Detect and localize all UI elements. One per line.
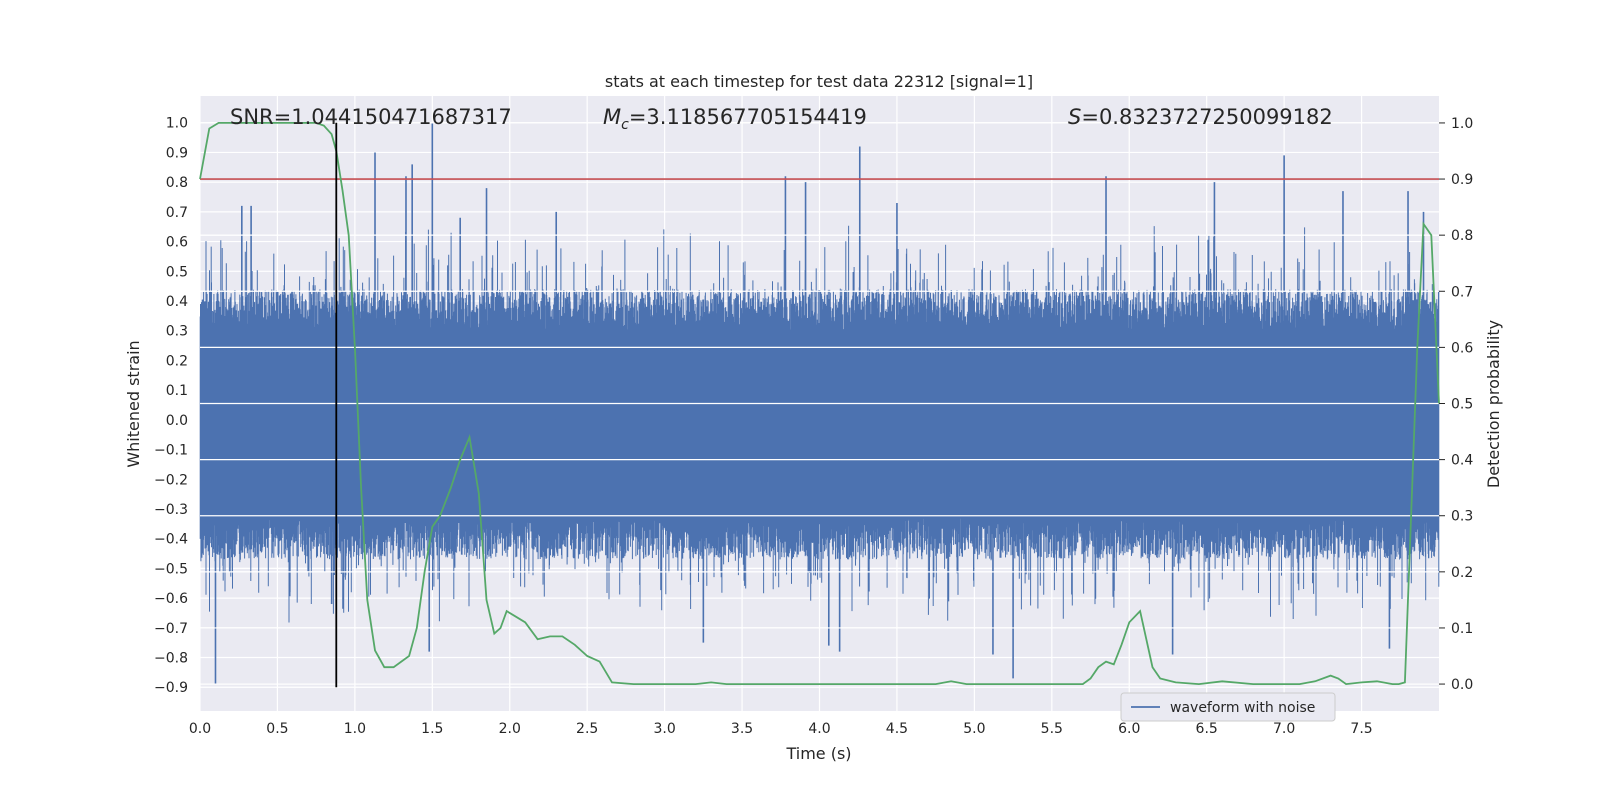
- legend-label-waveform: waveform with noise: [1170, 700, 1315, 716]
- waveform-with-noise-series: [199, 122, 1440, 685]
- mc-symbol: M: [603, 105, 621, 129]
- y-left-tick-label: −0.8: [154, 651, 188, 667]
- x-tick-label: 1.0: [344, 721, 366, 737]
- x-tick-label: 1.5: [421, 721, 443, 737]
- y-left-tick-label: 0.1: [166, 383, 188, 399]
- x-tick-label: 5.5: [1041, 721, 1063, 737]
- x-tick-label: 4.0: [808, 721, 830, 737]
- x-tick-label: 2.5: [576, 721, 598, 737]
- y-left-tick-label: 0.4: [166, 294, 188, 310]
- y-right-tick-label: 0.1: [1451, 621, 1473, 637]
- detection-probability-line: [199, 122, 1440, 686]
- y-right-tick-label: 0.4: [1451, 453, 1473, 469]
- x-tick-label: 6.0: [1118, 721, 1140, 737]
- legend-box: [1120, 692, 1336, 722]
- s-annotation: S=0.8323727250099182: [1068, 105, 1333, 129]
- y-left-tick-label: −0.6: [154, 591, 188, 607]
- overlays: [199, 122, 1440, 688]
- y-left-tick-label: −0.1: [154, 443, 188, 459]
- y-left-tick-label: 0.9: [166, 145, 188, 161]
- x-tick-label: 4.5: [886, 721, 908, 737]
- waveform-noise-band: [199, 225, 1440, 623]
- x-tick-label: 0.0: [189, 721, 211, 737]
- y-left-tick-label: −0.7: [154, 621, 188, 637]
- y-left-tick-label: −0.5: [154, 561, 188, 577]
- y-right-tick-label: 0.8: [1451, 228, 1473, 244]
- y-left-tick-label: 0.7: [166, 205, 188, 221]
- mc-value: =3.118567705154419: [629, 105, 867, 129]
- y-left-tick-label: 0.8: [166, 175, 188, 191]
- x-tick-label: 7.0: [1273, 721, 1295, 737]
- y-right-tick-label: 0.7: [1451, 284, 1473, 300]
- mc-annotation: Mc=3.118567705154419: [603, 105, 867, 133]
- y-left-tick-label: 0.2: [166, 353, 188, 369]
- x-tick-label: 2.0: [499, 721, 521, 737]
- snr-annotation: SNR=1.044150471687317: [230, 105, 512, 129]
- y-left-tick-label: 1.0: [166, 116, 188, 132]
- s-value: =0.8323727250099182: [1081, 105, 1332, 129]
- y-left-tick-label: 0.6: [166, 235, 188, 251]
- y-right-tick-label: 1.0: [1451, 116, 1473, 132]
- y-left-tick-label: 0.0: [166, 413, 188, 429]
- y-right-tick-label: 0.3: [1451, 509, 1473, 525]
- y-axis-label-right: Detection probability: [1484, 320, 1503, 488]
- y-left-tick-label: 0.3: [166, 324, 188, 340]
- s-symbol: S: [1068, 105, 1081, 129]
- y-left-tick-label: −0.4: [154, 532, 188, 548]
- y-right-tick-label: 0.6: [1451, 340, 1473, 356]
- y-left-tick-label: 0.5: [166, 264, 188, 280]
- x-tick-label: 6.5: [1196, 721, 1218, 737]
- ticks: 0.0 0.5 1.0 1.5 2.0 2.5 3.0 3.5 4.0 4.5 5.0 5.5 6.0 6…: [154, 116, 1473, 737]
- x-tick-label: 3.5: [731, 721, 753, 737]
- x-tick-label: 5.0: [963, 721, 985, 737]
- y-right-tick-label: 0.0: [1451, 677, 1473, 693]
- y-axis-label-left: Whitened strain: [124, 340, 143, 467]
- y-left-tick-label: −0.9: [154, 680, 188, 696]
- y-left-tick-label: −0.2: [154, 472, 188, 488]
- x-tick-label: 0.5: [266, 721, 288, 737]
- y-right-tick-label: 0.9: [1451, 172, 1473, 188]
- y-left-tick-label: −0.3: [154, 502, 188, 518]
- y-right-tick-label: 0.2: [1451, 565, 1473, 581]
- y-right-tick-label: 0.5: [1451, 397, 1473, 413]
- x-tick-label: 3.0: [653, 721, 675, 737]
- legend: waveform with noise: [1120, 692, 1336, 722]
- mc-subscript: c: [621, 117, 629, 133]
- chart-title: stats at each timestep for test data 223…: [605, 72, 1033, 91]
- x-tick-label: 7.5: [1350, 721, 1372, 737]
- x-axis-label: Time (s): [785, 744, 851, 763]
